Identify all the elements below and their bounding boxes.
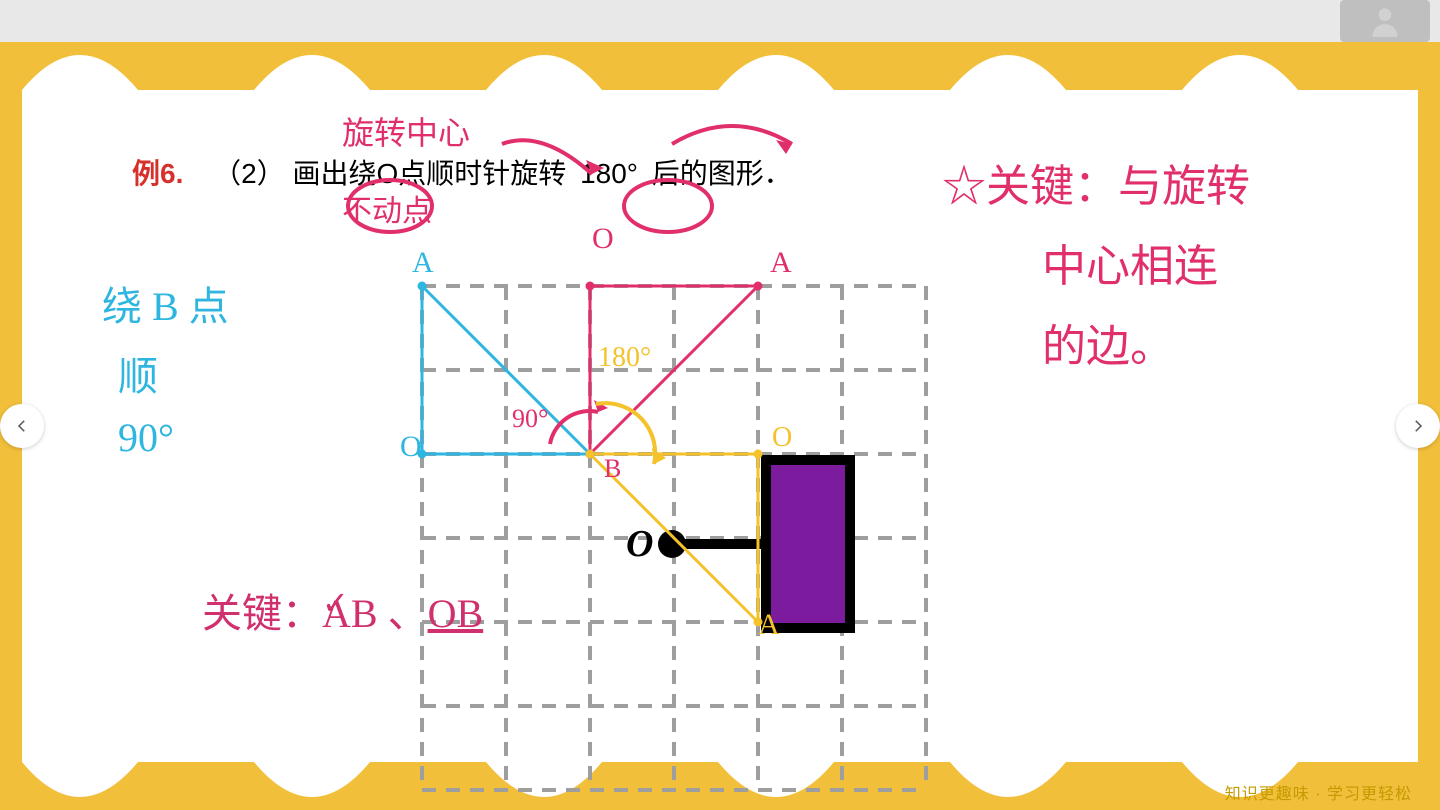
annot-key-ab: AB 、 (322, 591, 428, 636)
page-background: 例6. （2） 画出绕O点顺时针旋转 180° 后的图形． 旋转中心 不动点 (0, 42, 1440, 810)
annot-cw: 顺 (118, 344, 158, 402)
question-number: （2） (213, 158, 285, 189)
footer-slogan: 知识更趣味 · 学习更轻松 (1225, 780, 1412, 804)
annot-star-key-1: ☆关键：与旋转 (942, 150, 1250, 214)
diagram-svg (422, 286, 962, 798)
next-button[interactable] (1396, 404, 1440, 448)
annot-ninety: 90° (118, 414, 174, 461)
chevron-right-icon (1409, 417, 1427, 435)
avatar-icon (1366, 2, 1404, 40)
top-toolbar (0, 0, 1440, 42)
prev-button[interactable] (0, 404, 44, 448)
label-O-blue: O (400, 430, 422, 464)
whiteboard[interactable]: 例6. （2） 画出绕O点顺时针旋转 180° 后的图形． 旋转中心 不动点 (22, 54, 1418, 798)
chevron-left-icon (13, 417, 31, 435)
example-tag: 例6. (132, 158, 183, 189)
annot-about-b: 绕 B 点 (102, 274, 229, 332)
annot-star-key-3: 的边。 (1042, 310, 1174, 374)
geometry-diagram (422, 286, 962, 798)
avatar[interactable] (1340, 0, 1430, 42)
content-stage: 例6. （2） 画出绕O点顺时针旋转 180° 后的图形． 旋转中心 不动点 (22, 54, 1418, 798)
annot-star-key-2: 中心相连 (1042, 230, 1218, 294)
annot-key-label: 关键： (202, 591, 322, 636)
annot-check: ✓ (322, 584, 349, 622)
title-ink-svg (322, 114, 842, 254)
